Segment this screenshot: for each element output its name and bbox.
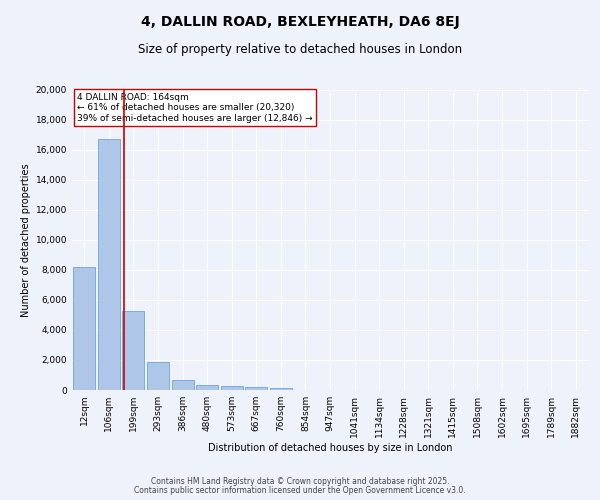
Bar bbox=[73, 267, 95, 390]
Bar bbox=[270, 388, 292, 390]
Bar bbox=[98, 140, 120, 390]
Bar bbox=[172, 380, 194, 390]
Bar bbox=[245, 387, 268, 390]
Text: 4 DALLIN ROAD: 164sqm
← 61% of detached houses are smaller (20,320)
39% of semi-: 4 DALLIN ROAD: 164sqm ← 61% of detached … bbox=[77, 93, 313, 123]
Text: Contains HM Land Registry data © Crown copyright and database right 2025.: Contains HM Land Registry data © Crown c… bbox=[151, 477, 449, 486]
X-axis label: Distribution of detached houses by size in London: Distribution of detached houses by size … bbox=[208, 442, 452, 452]
Bar bbox=[122, 310, 145, 390]
Text: Contains public sector information licensed under the Open Government Licence v3: Contains public sector information licen… bbox=[134, 486, 466, 495]
Text: 4, DALLIN ROAD, BEXLEYHEATH, DA6 8EJ: 4, DALLIN ROAD, BEXLEYHEATH, DA6 8EJ bbox=[140, 15, 460, 29]
Bar bbox=[196, 385, 218, 390]
Y-axis label: Number of detached properties: Number of detached properties bbox=[22, 163, 31, 317]
Text: Size of property relative to detached houses in London: Size of property relative to detached ho… bbox=[138, 42, 462, 56]
Bar bbox=[147, 362, 169, 390]
Bar bbox=[221, 386, 243, 390]
